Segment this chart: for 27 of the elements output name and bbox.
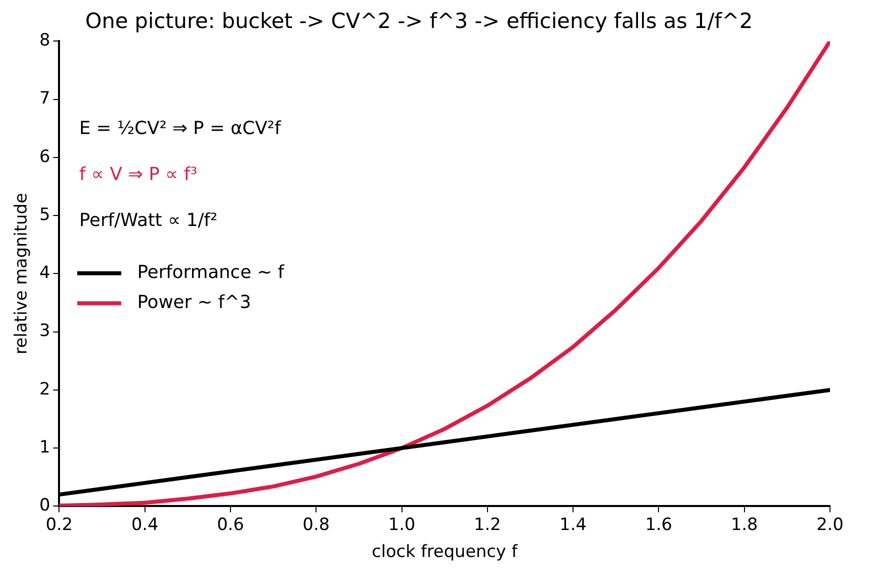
legend-label: Performance ~ f xyxy=(137,262,285,283)
x-tick-label: 0.4 xyxy=(131,514,158,535)
x-tick-label: 2.0 xyxy=(816,514,844,535)
chart-title: One picture: bucket -> CV^2 -> f^3 -> efficiency falls as 1/f^2 xyxy=(85,9,753,34)
annotation: f ∝ V ⇒ P ∝ f³ xyxy=(79,164,198,185)
y-tick-label: 0 xyxy=(39,496,50,516)
x-tick-label: 1.6 xyxy=(645,514,672,535)
y-tick-label: 6 xyxy=(39,146,50,167)
x-tick-label: 1.2 xyxy=(474,514,501,535)
legend-label: Power ~ f^3 xyxy=(137,292,252,313)
y-tick-label: 3 xyxy=(39,321,50,342)
x-tick-label: 1.8 xyxy=(730,514,758,535)
x-tick-label: 0.8 xyxy=(302,514,330,535)
annotation: Perf/Watt ∝ 1/f² xyxy=(79,210,218,231)
y-tick-label: 7 xyxy=(39,88,50,109)
x-tick-label: 0.2 xyxy=(46,514,73,535)
y-tick-label: 2 xyxy=(39,379,50,400)
y-tick-label: 8 xyxy=(39,30,50,51)
y-axis-title: relative magnitude xyxy=(12,192,32,354)
y-tick-label: 5 xyxy=(39,204,50,225)
x-axis-title: clock frequency f xyxy=(372,542,518,562)
annotation: E = ½CV² ⇒ P = αCV²f xyxy=(79,118,282,139)
x-tick-label: 0.6 xyxy=(216,514,244,535)
x-tick-label: 1.0 xyxy=(388,514,416,535)
x-tick-label: 1.4 xyxy=(560,514,587,535)
y-tick-label: 4 xyxy=(39,263,50,284)
y-tick-label: 1 xyxy=(39,437,50,458)
